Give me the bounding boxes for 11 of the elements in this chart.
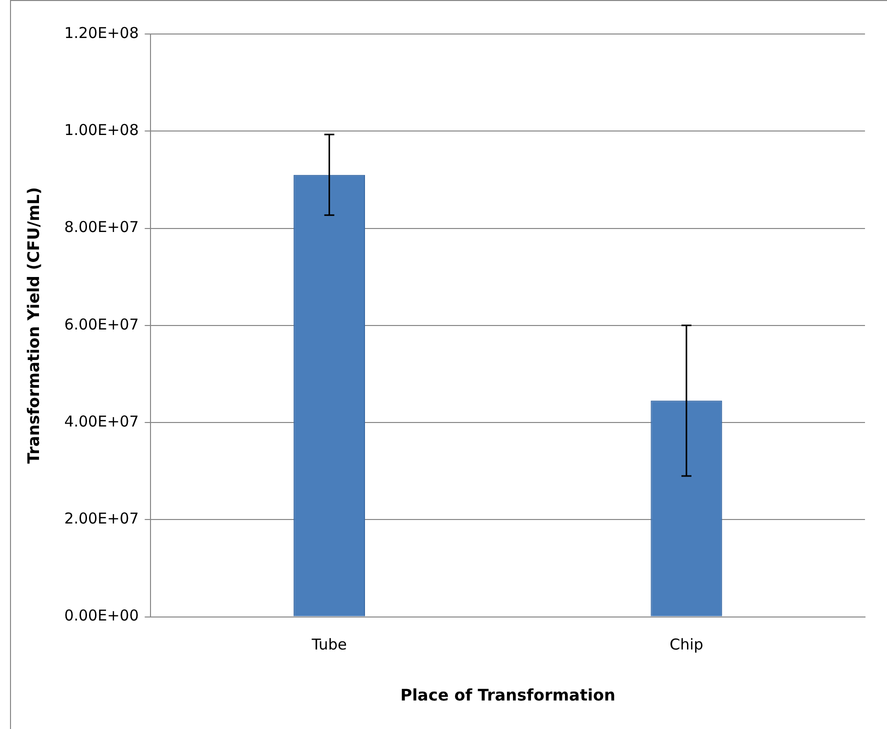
x-tick-label: Tube	[310, 636, 347, 654]
y-tick-label: 4.00E+07	[64, 412, 139, 430]
y-tick-label: 6.00E+07	[64, 315, 139, 334]
y-tick-label: 2.00E+07	[64, 510, 139, 528]
y-tick-label: 0.00E+00	[64, 606, 139, 625]
y-tick-label: 1.00E+08	[64, 121, 139, 140]
x-axis-title: Place of Transformation	[400, 686, 616, 705]
x-tick-label: Chip	[670, 636, 704, 654]
y-tick-label: 8.00E+07	[64, 218, 139, 236]
y-axis-title: Transformation Yield (CFU/mL)	[24, 187, 43, 464]
y-tick-label: 1.20E+08	[64, 24, 139, 42]
